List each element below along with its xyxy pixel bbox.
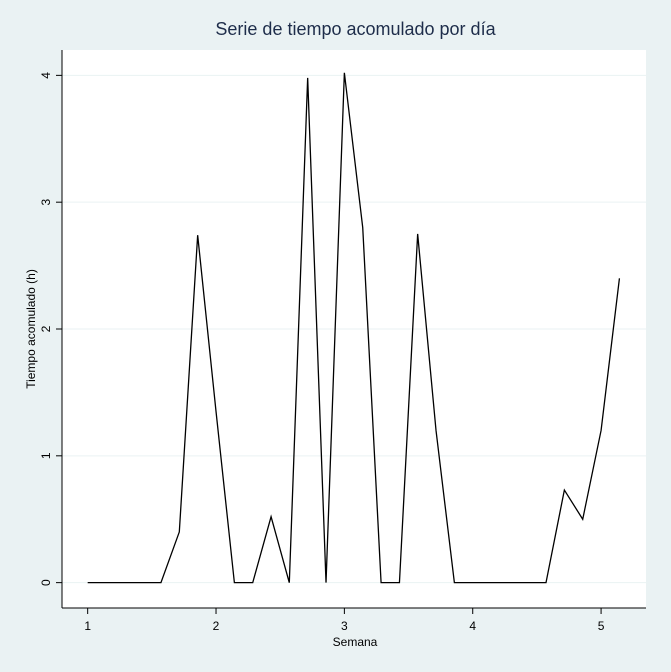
- x-axis-title: Semana: [333, 635, 378, 649]
- x-tick-label: 5: [598, 619, 605, 633]
- x-tick-label: 3: [341, 619, 348, 633]
- x-tick-label: 4: [469, 619, 476, 633]
- y-axis-title: Tiempo acomulado (h): [24, 269, 38, 389]
- x-axis-ticks: 1 2 3 4 5: [84, 608, 605, 633]
- data-series: [87, 72, 621, 584]
- series-line-0: [87, 72, 621, 584]
- chart-title: Serie de tiempo acomulado por día: [215, 19, 496, 39]
- y-tick-label: 3: [39, 199, 53, 206]
- y-axis-ticks: 0 1 2 3 4: [39, 72, 62, 586]
- x-tick-label: 1: [84, 619, 91, 633]
- y-tick-label: 4: [39, 72, 53, 79]
- y-tick-label: 2: [39, 325, 53, 332]
- x-tick-label: 2: [213, 619, 220, 633]
- y-tick-label: 1: [39, 452, 53, 459]
- y-tick-label: 0: [39, 579, 53, 586]
